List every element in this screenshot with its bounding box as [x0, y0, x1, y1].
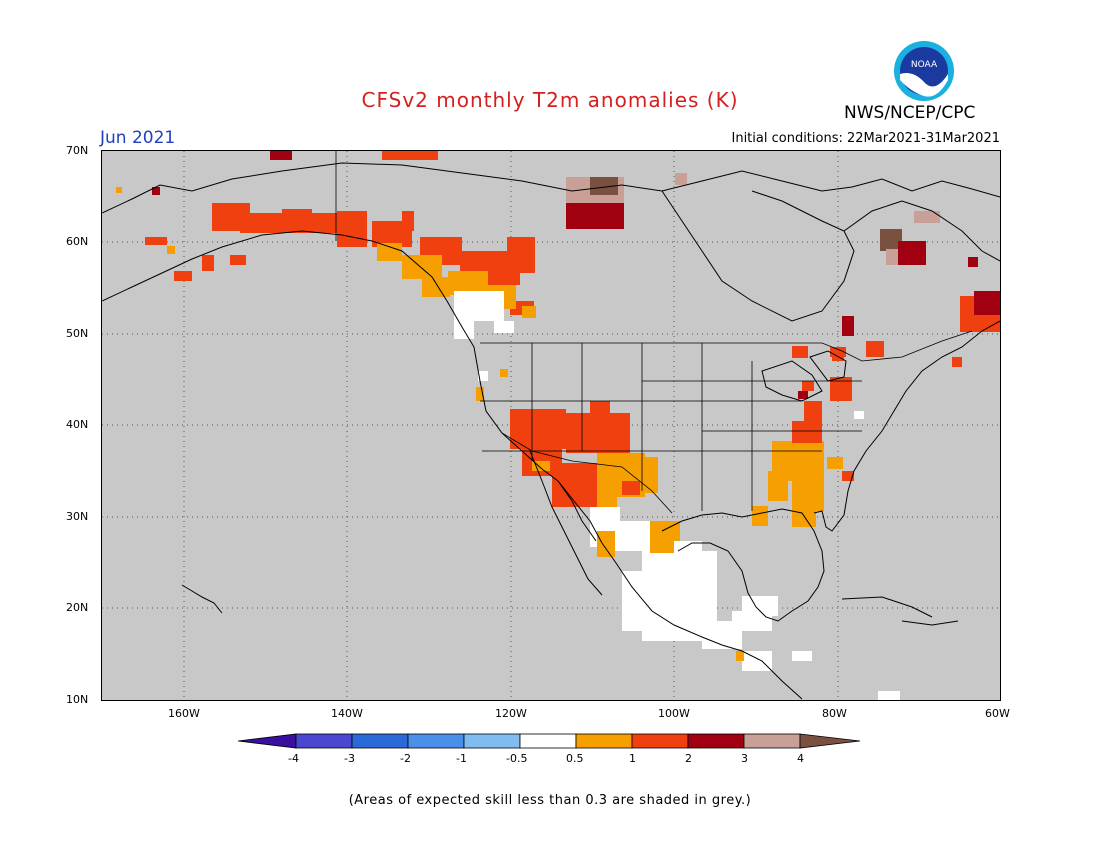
skill-footnote: (Areas of expected skill less than 0.3 a…	[348, 793, 752, 808]
lon-label: 120W	[495, 707, 527, 720]
initial-conditions: Initial conditions: 22Mar2021-31Mar2021	[731, 131, 1001, 146]
lon-label: 60W	[985, 707, 1010, 720]
lat-label: 20N	[66, 601, 89, 614]
colorbar	[238, 733, 861, 749]
borders	[335, 151, 973, 514]
colorbar-label: -3	[344, 752, 355, 765]
anomaly-map	[101, 150, 1001, 701]
anomaly-shading	[116, 151, 1000, 700]
map-canvas	[102, 151, 1000, 700]
lat-label: 70N	[66, 144, 89, 157]
colorbar-label: -1	[456, 752, 467, 765]
lat-label: 40N	[66, 418, 89, 431]
noaa-logo: NOAA	[894, 41, 954, 101]
colorbar-label: 2	[685, 752, 692, 765]
colorbar-label: -0.5	[506, 752, 528, 765]
lat-label: 10N	[66, 693, 89, 706]
valid-month: Jun 2021	[100, 128, 176, 148]
lat-label: 60N	[66, 235, 89, 248]
lon-label: 140W	[331, 707, 363, 720]
lon-label: 100W	[658, 707, 690, 720]
logo-text: NOAA	[911, 60, 938, 70]
lon-label: 160W	[168, 707, 200, 720]
lat-label: 30N	[66, 510, 89, 523]
colorbar-label: 4	[797, 752, 804, 765]
lon-label: 80W	[822, 707, 847, 720]
colorbar-label: -4	[288, 752, 299, 765]
colorbar-label: -2	[400, 752, 411, 765]
map-title: CFSv2 monthly T2m anomalies (K)	[361, 88, 739, 112]
lat-label: 50N	[66, 327, 89, 340]
colorbar-label: 3	[741, 752, 748, 765]
organization-label: NWS/NCEP/CPC	[844, 103, 976, 123]
colorbar-label: 0.5	[566, 752, 584, 765]
colorbar-label: 1	[629, 752, 636, 765]
